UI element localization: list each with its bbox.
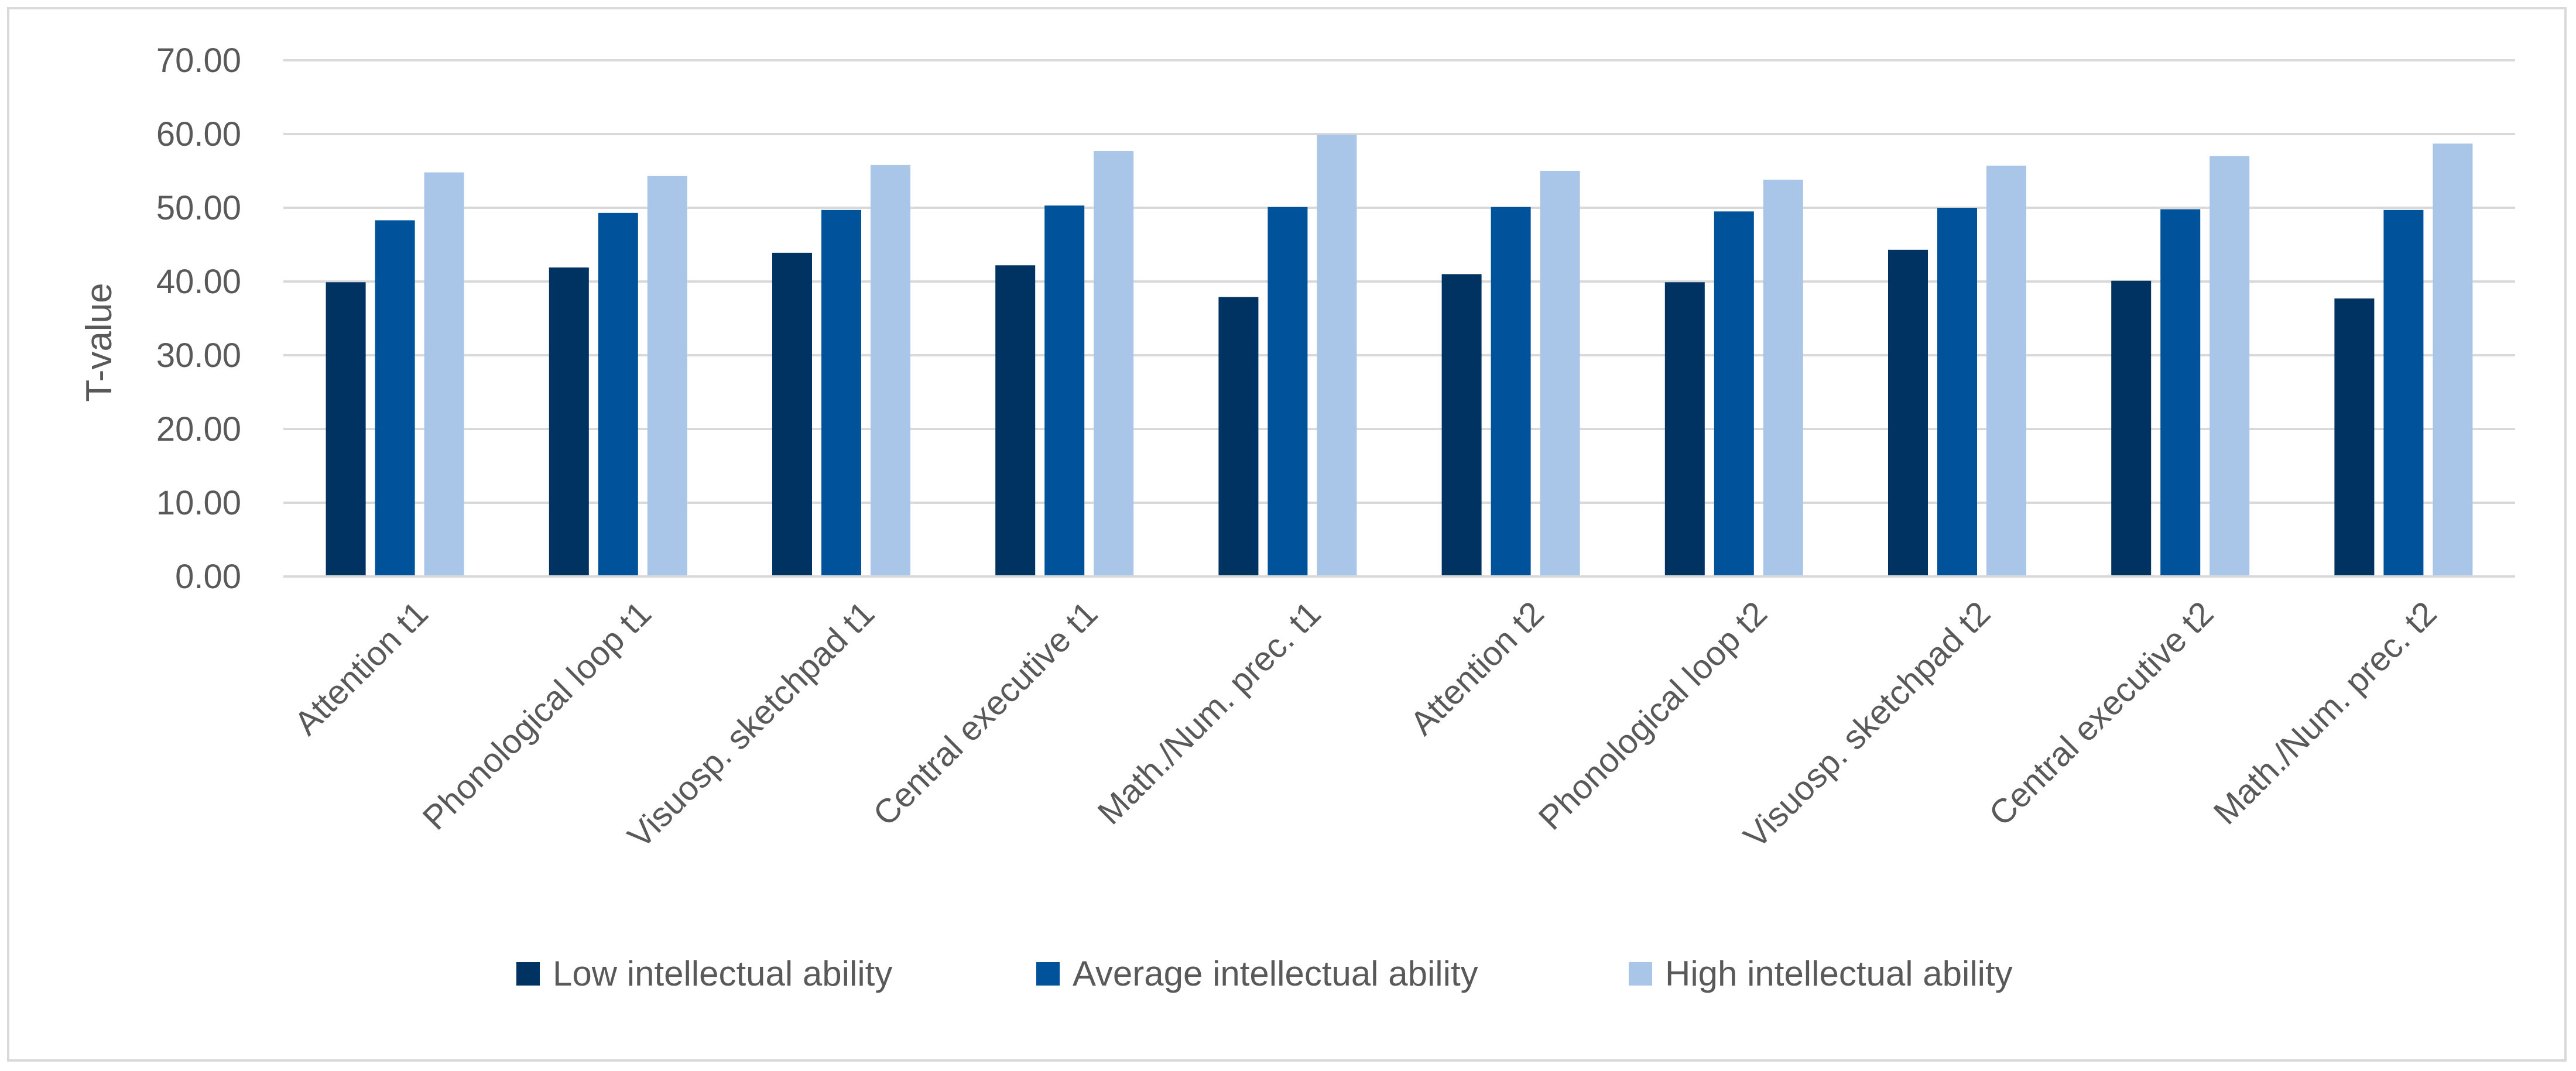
bar-low: [995, 265, 1036, 576]
bar-high: [1986, 166, 2026, 576]
bar-average: [1714, 211, 1754, 576]
bar-high: [647, 176, 687, 576]
bar-low: [326, 282, 366, 576]
bar-low: [1664, 282, 1705, 576]
bar-average: [1491, 207, 1531, 576]
bar-average: [2160, 209, 2201, 576]
bar-average: [2383, 210, 2424, 576]
legend-label: Average intellectual ability: [1073, 954, 1478, 993]
legend-swatch: [1036, 962, 1060, 986]
bar-high: [2210, 156, 2250, 576]
legend-label: Low intellectual ability: [553, 954, 892, 993]
bar-low: [1218, 297, 1259, 576]
bar-low: [1441, 274, 1482, 576]
x-category-label: Math./Num. prec. t1: [1091, 594, 1328, 832]
bar-average: [1044, 205, 1085, 577]
x-category-label: Attention t1: [287, 594, 435, 742]
bar-high: [2433, 143, 2473, 576]
bar-high: [1094, 150, 1134, 577]
bar-low: [2334, 298, 2375, 576]
bar-average: [1937, 208, 1977, 576]
bar-average: [1268, 207, 1308, 576]
bar-low: [772, 252, 812, 576]
x-category-label: Visuosp. sketchpad t1: [621, 594, 882, 855]
y-tick-label: 20.00: [156, 410, 241, 448]
y-axis-ticks: 0.00 10.00 20.00 30.00 40.00 50.00 60.00 70.00: [156, 42, 241, 596]
x-category-label: Visuosp. sketchpad t2: [1736, 594, 1998, 855]
y-tick-label: 30.00: [156, 337, 241, 375]
bar-average: [375, 220, 415, 576]
bar-high: [1317, 135, 1357, 576]
bar-high: [424, 172, 464, 576]
legend-label: High intellectual ability: [1665, 954, 2013, 993]
y-tick-label: 60.00: [156, 115, 241, 153]
y-tick-label: 40.00: [156, 263, 241, 301]
y-tick-label: 70.00: [156, 42, 241, 80]
bar-high: [1540, 171, 1580, 576]
bar-average: [598, 212, 638, 576]
x-category-label: Attention t2: [1403, 594, 1551, 742]
legend-swatch: [516, 962, 540, 986]
y-tick-label: 0.00: [175, 558, 241, 596]
bar-average: [821, 210, 861, 576]
legend: Low intellectual ability Average intellec…: [516, 954, 2013, 993]
y-tick-label: 10.00: [156, 484, 241, 522]
x-category-label: Math./Num. prec. t2: [2207, 594, 2444, 832]
x-category-label: Phonological loop t1: [416, 594, 659, 837]
x-category-label: Phonological loop t2: [1532, 594, 1775, 837]
x-category-label: Central executive t2: [1982, 594, 2221, 833]
bar-high: [1763, 180, 1803, 576]
bar-low: [2111, 280, 2152, 576]
y-tick-label: 50.00: [156, 189, 241, 227]
bar-low: [1888, 249, 1928, 576]
x-category-label: Central executive t1: [866, 594, 1105, 833]
legend-swatch: [1629, 962, 1652, 986]
bar-high: [871, 164, 910, 576]
bar-low: [549, 267, 589, 576]
y-axis-title: T-value: [79, 283, 119, 401]
bars: [326, 135, 2473, 577]
